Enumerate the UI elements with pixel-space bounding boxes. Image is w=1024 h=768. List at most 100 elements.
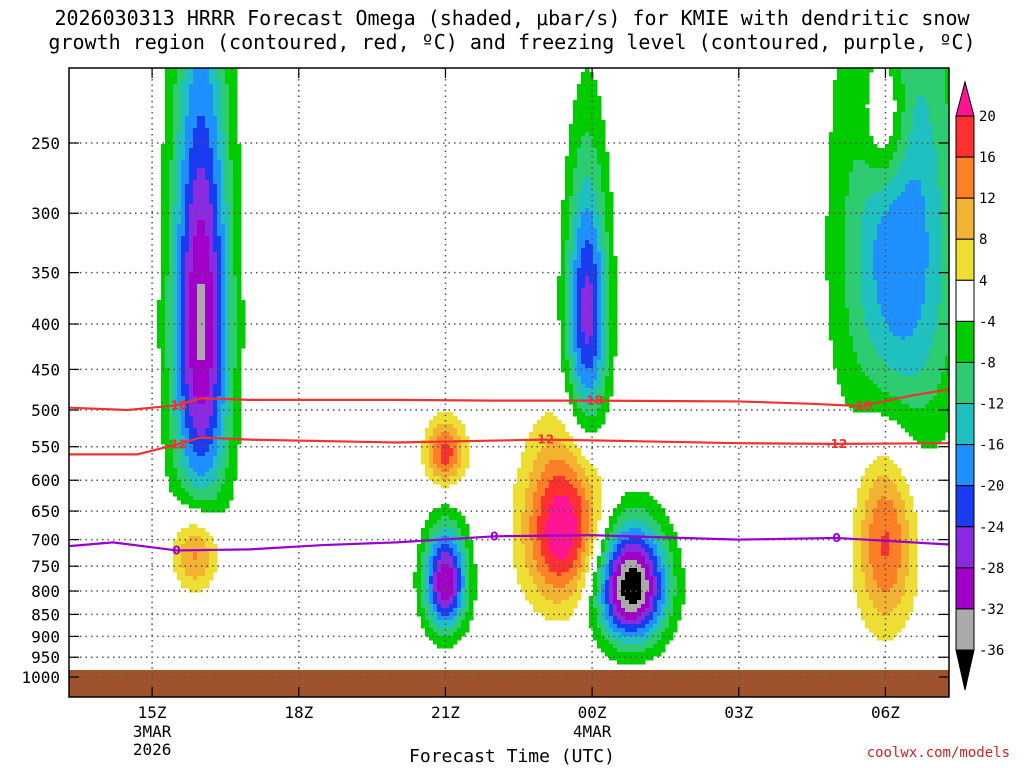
omega-cell: [221, 376, 226, 381]
omega-cell: [201, 180, 206, 185]
omega-cell: [213, 176, 218, 181]
omega-cell: [613, 328, 618, 333]
omega-cell: [573, 552, 578, 557]
omega-cell: [561, 340, 566, 345]
omega-cell: [161, 248, 166, 253]
omega-cell: [621, 592, 626, 597]
omega-cell: [201, 500, 206, 505]
omega-cell: [189, 476, 194, 481]
omega-cell: [429, 476, 434, 481]
omega-cell: [565, 560, 570, 565]
omega-cell: [221, 96, 226, 101]
omega-cell: [453, 568, 458, 573]
omega-cell: [593, 328, 598, 333]
omega-cell: [613, 560, 618, 565]
omega-cell: [601, 132, 606, 137]
omega-cell: [565, 500, 570, 505]
omega-cell: [177, 384, 182, 389]
omega-cell: [229, 300, 234, 305]
omega-cell: [601, 388, 606, 393]
omega-cell: [189, 440, 194, 445]
omega-cell: [605, 388, 610, 393]
omega-cell: [545, 496, 550, 501]
omega-cell: [533, 428, 538, 433]
omega-cell: [165, 144, 170, 149]
omega-cell: [545, 536, 550, 541]
omega-cell: [537, 472, 542, 477]
omega-cell: [573, 144, 578, 149]
omega-cell: [573, 512, 578, 517]
omega-cell: [201, 444, 206, 449]
omega-cell: [597, 592, 602, 597]
omega-cell: [169, 276, 174, 281]
omega-cell: [185, 96, 190, 101]
omega-cell: [545, 476, 550, 481]
omega-cell: [529, 560, 534, 565]
omega-cell: [597, 220, 602, 225]
omega-cell: [201, 580, 206, 585]
omega-cell: [229, 212, 234, 217]
omega-cell: [237, 420, 242, 425]
omega-cell: [213, 260, 218, 265]
omega-cell: [449, 428, 454, 433]
omega-cell: [565, 464, 570, 469]
omega-cell: [217, 176, 222, 181]
omega-cell: [433, 436, 438, 441]
omega-cell: [601, 640, 606, 645]
omega-cell: [181, 540, 186, 545]
omega-cell: [573, 504, 578, 509]
omega-cell: [201, 156, 206, 161]
omega-cell: [421, 580, 426, 585]
omega-cell: [189, 128, 194, 133]
omega-cell: [437, 480, 442, 485]
omega-cell: [161, 224, 166, 229]
omega-cell: [197, 108, 202, 113]
omega-cell: [609, 228, 614, 233]
omega-cell: [441, 416, 446, 421]
omega-cell: [541, 520, 546, 525]
omega-cell: [413, 572, 418, 577]
omega-cell: [213, 376, 218, 381]
omega-cell: [205, 184, 210, 189]
omega-cell: [585, 172, 590, 177]
omega-cell: [213, 452, 218, 457]
omega-cell: [573, 568, 578, 573]
omega-cell: [549, 452, 554, 457]
omega-cell: [585, 560, 590, 565]
omega-cell: [197, 168, 202, 173]
omega-cell: [185, 232, 190, 237]
omega-cell: [585, 192, 590, 197]
omega-cell: [157, 308, 162, 313]
omega-cell: [205, 552, 210, 557]
omega-cell: [537, 480, 542, 485]
omega-cell: [473, 576, 478, 581]
omega-cell: [517, 552, 522, 557]
omega-cell: [201, 416, 206, 421]
omega-cell: [573, 192, 578, 197]
omega-cell: [461, 564, 466, 569]
omega-cell: [605, 608, 610, 613]
omega-cell: [617, 616, 622, 621]
omega-cell: [225, 228, 230, 233]
omega-cell: [577, 124, 582, 129]
omega-cell: [205, 400, 210, 405]
omega-cell: [601, 216, 606, 221]
omega-cell: [189, 448, 194, 453]
omega-cell: [217, 148, 222, 153]
omega-cell: [577, 204, 582, 209]
omega-cell: [569, 136, 574, 141]
omega-cell: [225, 492, 230, 497]
omega-cell: [197, 228, 202, 233]
omega-cell: [445, 472, 450, 477]
omega-cell: [601, 584, 606, 589]
omega-cell: [573, 336, 578, 341]
omega-cell: [213, 224, 218, 229]
omega-cell: [221, 372, 226, 377]
omega-cell: [529, 436, 534, 441]
omega-cell: [221, 472, 226, 477]
omega-cell: [165, 128, 170, 133]
omega-cell: [181, 176, 186, 181]
omega-cell: [453, 640, 458, 645]
omega-cell: [585, 92, 590, 97]
omega-cell: [217, 252, 222, 257]
